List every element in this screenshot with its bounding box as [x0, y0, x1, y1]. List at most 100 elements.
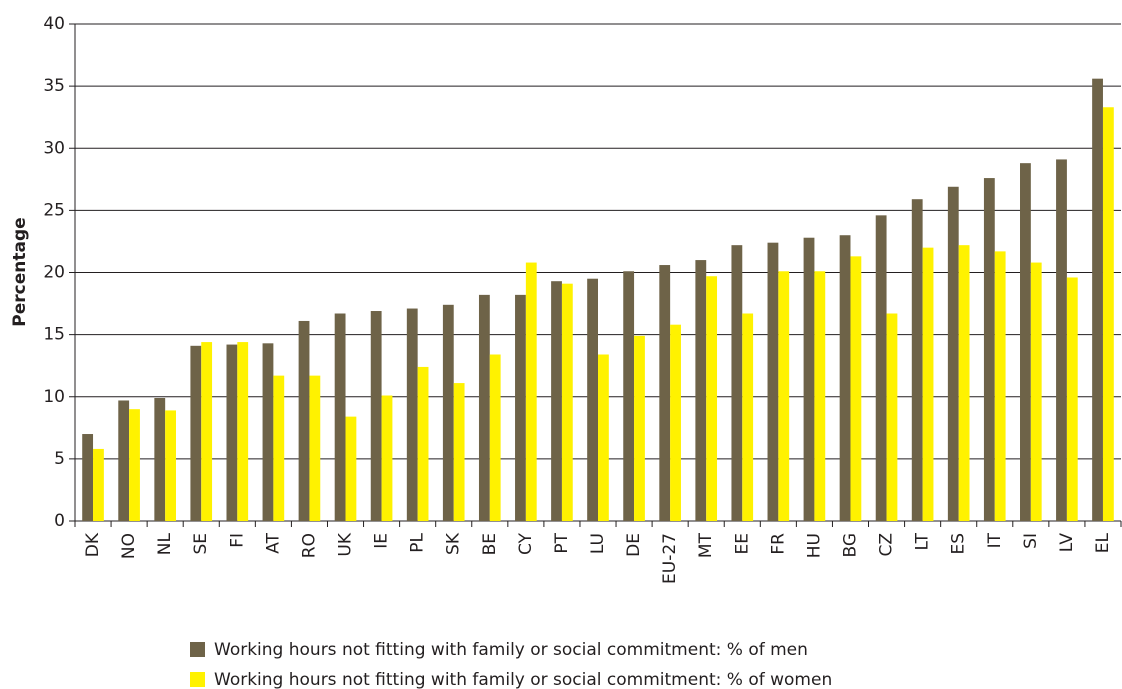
bar: [190, 345, 202, 521]
y-tick-label: 15: [43, 325, 65, 345]
x-tick-label: UK: [336, 532, 356, 556]
bar: [406, 308, 418, 521]
x-tick-label: HU: [804, 533, 824, 558]
x-tick-label: SI: [1021, 533, 1041, 549]
bar: [814, 271, 826, 521]
bar: [706, 276, 718, 521]
bar: [298, 320, 310, 521]
bar: [334, 313, 346, 521]
bar: [370, 311, 382, 521]
bar: [742, 313, 754, 521]
bar: [778, 271, 790, 521]
y-tick-label: 40: [43, 14, 65, 34]
x-tick-label: FI: [227, 533, 247, 548]
bar: [803, 237, 815, 521]
bar: [1102, 107, 1114, 521]
y-tick-label: 20: [43, 263, 65, 283]
x-tick-label: PL: [408, 532, 428, 552]
y-tick-label: 25: [43, 200, 65, 220]
y-tick-label: 0: [54, 511, 65, 531]
bar: [659, 265, 671, 521]
bar: [839, 235, 851, 521]
x-tick-label: BG: [840, 533, 860, 558]
bar: [634, 335, 645, 521]
bar: [623, 271, 635, 521]
bar: [875, 215, 887, 521]
bar: [226, 344, 238, 521]
bar: [587, 278, 598, 521]
legend-label: Working hours not fitting with family or…: [214, 640, 808, 660]
bar: [695, 260, 707, 521]
y-tick-label: 5: [54, 449, 65, 469]
bar: [1020, 163, 1031, 521]
bar: [1066, 277, 1078, 521]
x-tick-label: EE: [732, 533, 752, 554]
bar: [489, 354, 501, 521]
bar: [598, 354, 609, 521]
bar: [886, 313, 898, 521]
bar: [118, 400, 130, 521]
bar: [309, 375, 321, 521]
bar: [453, 383, 465, 521]
bar: [551, 281, 562, 521]
bar: [911, 199, 923, 521]
x-tick-label: DK: [83, 532, 103, 557]
bar: [1092, 78, 1103, 522]
x-tick-label: RO: [299, 533, 319, 558]
x-tick-label: DE: [624, 533, 644, 557]
x-tick-label: CZ: [877, 533, 897, 557]
x-tick-label: ES: [949, 533, 969, 555]
x-tick-label: EU-27: [660, 533, 680, 584]
x-tick-label: SE: [191, 533, 211, 555]
x-tick-label: FR: [768, 533, 788, 555]
x-tick-label: IE: [372, 533, 392, 549]
x-tick-label: IT: [985, 532, 1005, 548]
bar: [947, 186, 959, 521]
bar: [478, 294, 490, 521]
x-tick-label: LV: [1057, 533, 1077, 553]
y-tick-label: 10: [43, 387, 65, 407]
bar: [417, 366, 429, 521]
bar: [994, 251, 1006, 521]
bar: [237, 342, 249, 521]
bar: [154, 397, 166, 521]
bar: [442, 304, 454, 521]
bar: [1056, 159, 1067, 521]
bar: [201, 342, 213, 521]
bar: [165, 410, 176, 521]
legend-label: Working hours not fitting with family or…: [214, 670, 832, 689]
legend-swatch: [190, 672, 205, 687]
x-tick-label: NO: [119, 533, 139, 559]
bar: [983, 178, 995, 521]
x-tick-label: NL: [155, 532, 175, 555]
bar: [93, 448, 104, 521]
bar: [381, 395, 393, 521]
bar: [273, 375, 285, 521]
x-tick-label: AT: [263, 532, 283, 553]
bar: [525, 262, 537, 521]
bar: [670, 324, 681, 521]
x-tick-label: LU: [588, 533, 608, 554]
bar: [262, 343, 274, 521]
x-tick-label: BE: [480, 533, 500, 555]
bar: [345, 416, 357, 521]
bar: [850, 256, 862, 521]
bar: [515, 294, 526, 521]
bar: [1030, 262, 1042, 521]
x-tick-label: LT: [913, 532, 933, 550]
bar: [731, 245, 743, 522]
y-tick-label: 30: [43, 138, 65, 158]
x-tick-label: SK: [444, 532, 464, 555]
x-tick-label: CY: [516, 532, 536, 555]
bar: [561, 283, 573, 521]
y-tick-label: 35: [43, 76, 65, 96]
x-tick-label: PT: [552, 532, 572, 553]
x-tick-label: EL: [1093, 532, 1113, 553]
x-tick-label: MT: [696, 532, 716, 558]
bar: [767, 242, 779, 521]
bar: [922, 247, 934, 521]
bar: [129, 409, 140, 521]
bar: [958, 245, 970, 522]
bar: [82, 434, 94, 521]
